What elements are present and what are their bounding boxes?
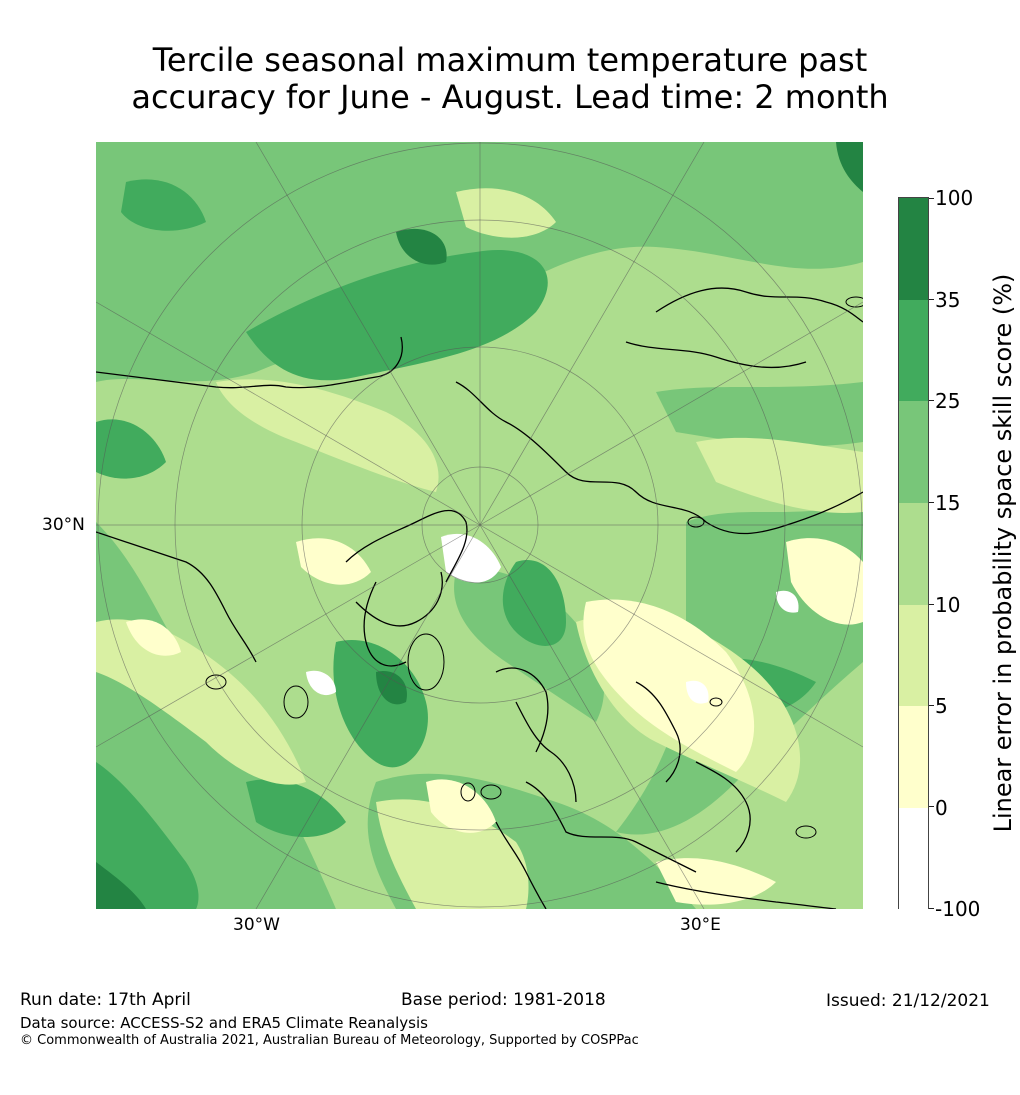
colorbar-segment-25-35 (899, 300, 928, 401)
colorbar (898, 197, 929, 910)
colorbar-segment-15-25 (899, 401, 928, 503)
issued-date: Issued: 21/12/2021 (826, 991, 990, 1011)
colorbar-tick (929, 198, 934, 199)
colorbar-title: Linear error in probability space skill … (989, 273, 1017, 833)
colorbar-tick (929, 400, 934, 401)
run-date: Run date: 17th April (20, 990, 191, 1010)
colorbar-label-10: 10 (935, 593, 961, 617)
colorbar-label-35: 35 (935, 288, 961, 312)
colorbar-label-25: 25 (935, 389, 961, 413)
data-source: Data source: ACCESS-S2 and ERA5 Climate … (20, 1014, 428, 1032)
colorbar-tick (929, 502, 934, 503)
colorbar-tick (929, 604, 934, 605)
base-period: Base period: 1981-2018 (401, 990, 606, 1010)
colorbar-label-5: 5 (935, 694, 948, 718)
colorbar-label-minus-100: -100 (935, 897, 981, 921)
colorbar-segment-35-100 (899, 198, 928, 300)
colorbar-segment-5-10 (899, 605, 928, 706)
field-level-0-5 (126, 538, 863, 905)
map-title-line-1: Tercile seasonal maximum temperature pas… (152, 41, 868, 79)
latitude-label-30n: 30°N (42, 515, 85, 535)
field-level-35-100 (96, 142, 863, 909)
skill-score-map (96, 142, 863, 909)
longitude-label-30w: 30°W (233, 915, 280, 935)
colorbar-tick (929, 806, 934, 807)
colorbar-tick (929, 908, 934, 909)
islands-lakes (205, 296, 863, 839)
map-canvas (96, 142, 863, 909)
colorbar-tick (929, 705, 934, 706)
colorbar-tick (929, 299, 934, 300)
field-level-25-35 (96, 179, 816, 909)
colorbar-segment-0-5 (899, 706, 928, 808)
colorbar-segment-negative (899, 808, 928, 910)
map-title-line-2: accuracy for June - August. Lead time: 2… (131, 78, 889, 116)
field-level-negative (306, 533, 799, 704)
coastlines (96, 287, 863, 909)
colorbar-label-0: 0 (935, 796, 948, 820)
colorbar-segment-10-15 (899, 503, 928, 605)
colorbar-label-100: 100 (935, 186, 974, 210)
longitude-label-30e: 30°E (680, 915, 721, 935)
copyright-notice: © Commonwealth of Australia 2021, Austra… (20, 1033, 639, 1048)
colorbar-label-15: 15 (935, 491, 961, 515)
graticule (96, 142, 863, 909)
